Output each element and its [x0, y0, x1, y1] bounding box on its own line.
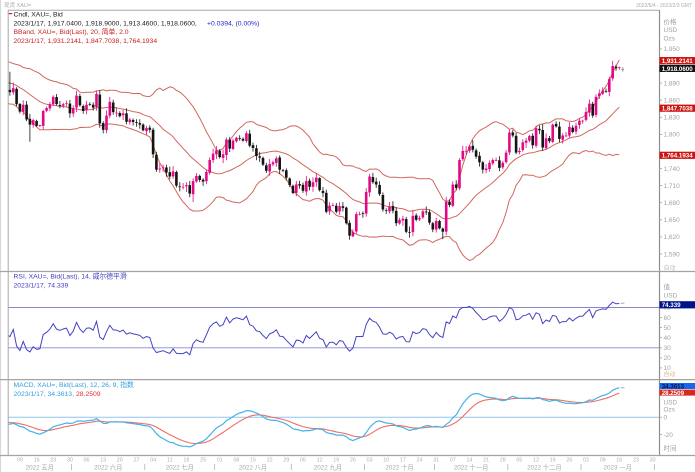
svg-text:1,650: 1,650 — [664, 217, 681, 224]
svg-text:1,860: 1,860 — [664, 98, 681, 105]
svg-text:03: 03 — [367, 458, 373, 464]
svg-text:19: 19 — [333, 458, 339, 464]
svg-text:12: 12 — [317, 458, 323, 464]
svg-text:1,918.0600: 1,918.0600 — [662, 66, 694, 73]
svg-text:74.339: 74.339 — [662, 302, 681, 309]
svg-text:16: 16 — [616, 458, 622, 464]
svg-text:Cndl, XAU=, Bid: Cndl, XAU=, Bid — [14, 12, 64, 19]
svg-text:MACD, XAU=, Bid(Last), 12, 26,: MACD, XAU=, Bid(Last), 12, 26, 9, 指数 — [14, 380, 135, 389]
svg-text:40: 40 — [664, 335, 672, 342]
svg-text:09: 09 — [17, 458, 23, 464]
svg-text:22: 22 — [267, 458, 273, 464]
svg-text:13: 13 — [100, 458, 106, 464]
svg-text:USD: USD — [664, 293, 678, 300]
svg-text:1,740: 1,740 — [664, 166, 681, 173]
svg-text:2022 七月: 2022 七月 — [166, 463, 194, 472]
svg-text:1,931.2141: 1,931.2141 — [662, 58, 694, 65]
svg-text:20: 20 — [117, 458, 123, 464]
svg-text:2023/1/17, 1,917.0400, 1,918.9: 2023/1/17, 1,917.0400, 1,918.9000, 1,913… — [14, 20, 197, 27]
svg-text:2022 十月: 2022 十月 — [385, 463, 413, 472]
svg-text:17: 17 — [400, 458, 406, 464]
svg-text:30: 30 — [650, 458, 656, 464]
svg-text:20: 20 — [664, 355, 672, 362]
svg-text:26: 26 — [350, 458, 356, 464]
svg-text:31: 31 — [433, 458, 439, 464]
svg-text:21: 21 — [483, 458, 489, 464]
svg-text:1,830: 1,830 — [664, 115, 681, 122]
svg-text:Ozs: Ozs — [664, 407, 676, 414]
svg-text:自动: 自动 — [664, 371, 676, 379]
svg-text:04: 04 — [150, 458, 156, 464]
svg-text:2022 六月: 2022 六月 — [94, 463, 122, 472]
svg-text:18: 18 — [183, 458, 189, 464]
svg-text:1,590: 1,590 — [664, 251, 681, 258]
svg-text:60: 60 — [664, 315, 672, 322]
svg-text:34.3613: 34.3613 — [662, 383, 685, 390]
svg-text:时间: 时间 — [664, 444, 677, 453]
svg-text:2022 九月: 2022 九月 — [314, 463, 342, 472]
svg-text:28: 28 — [500, 458, 506, 464]
svg-text:09: 09 — [600, 458, 606, 464]
svg-text:1,800: 1,800 — [664, 132, 681, 139]
svg-text:23: 23 — [633, 458, 639, 464]
svg-text:25: 25 — [200, 458, 206, 464]
svg-text:02: 02 — [583, 458, 589, 464]
svg-text:自动: 自动 — [664, 264, 676, 272]
svg-text:USD: USD — [664, 400, 678, 407]
svg-text:+0.0394, (0.00%): +0.0394, (0.00%) — [207, 20, 259, 27]
svg-text:BBand, XAU=, Bid(Last), 20, 简单: BBand, XAU=, Bid(Last), 20, 简单, 2.0 — [14, 27, 129, 36]
svg-text:值: 值 — [664, 282, 671, 291]
svg-text:27: 27 — [134, 458, 140, 464]
svg-text:14: 14 — [467, 458, 473, 464]
svg-text:1,764.1934: 1,764.1934 — [662, 153, 694, 160]
svg-text:0: 0 — [664, 415, 668, 422]
svg-text:28.2509: 28.2509 — [76, 391, 101, 398]
svg-text:2022 五月: 2022 五月 — [26, 464, 54, 472]
svg-text:28.2509: 28.2509 — [662, 390, 685, 397]
svg-text:-20: -20 — [664, 432, 674, 439]
svg-text:05: 05 — [300, 458, 306, 464]
svg-text:10: 10 — [664, 365, 672, 372]
svg-text:07: 07 — [450, 458, 456, 464]
svg-text:19: 19 — [550, 458, 556, 464]
svg-text:2023 一月: 2023 一月 — [604, 464, 632, 472]
svg-text:现货 XAU=: 现货 XAU= — [4, 1, 31, 9]
svg-text:2023/1/17, 74.339: 2023/1/17, 74.339 — [14, 283, 69, 290]
svg-text:USD: USD — [664, 27, 678, 34]
svg-text:2023/1/17, 34.3613,: 2023/1/17, 34.3613, — [14, 391, 75, 398]
svg-text:29: 29 — [283, 458, 289, 464]
svg-text:01: 01 — [217, 458, 223, 464]
svg-text:2022 八月: 2022 八月 — [239, 464, 267, 472]
svg-text:12: 12 — [533, 458, 539, 464]
svg-text:1,847.7038: 1,847.7038 — [662, 106, 694, 113]
svg-text:RSI, XAU=, Bid(Last), 14, 威尔德平: RSI, XAU=, Bid(Last), 14, 威尔德平滑 — [14, 272, 127, 281]
svg-text:23: 23 — [50, 458, 56, 464]
svg-text:06: 06 — [84, 458, 90, 464]
svg-text:2023/1/17, 1,931.2141, 1,847.7: 2023/1/17, 1,931.2141, 1,847.7038, 1,764… — [14, 38, 158, 45]
svg-text:30: 30 — [664, 345, 672, 352]
svg-text:1,890: 1,890 — [664, 80, 681, 87]
svg-text:10: 10 — [383, 458, 389, 464]
svg-text:08: 08 — [233, 458, 239, 464]
svg-text:26: 26 — [566, 458, 572, 464]
svg-text:1,620: 1,620 — [664, 234, 681, 241]
svg-text:05: 05 — [516, 458, 522, 464]
svg-text:24: 24 — [417, 458, 423, 464]
svg-text:2022/5/4 - 2023/2/3 GMT: 2022/5/4 - 2023/2/3 GMT — [636, 3, 692, 9]
svg-text:50: 50 — [664, 325, 672, 332]
svg-text:30: 30 — [67, 458, 73, 464]
svg-text:1,680: 1,680 — [664, 200, 681, 207]
svg-text:11: 11 — [167, 458, 173, 464]
svg-text:1,710: 1,710 — [664, 183, 681, 190]
svg-text:2022 十一月: 2022 十一月 — [454, 463, 489, 472]
svg-text:Ozs: Ozs — [664, 36, 676, 43]
svg-text:15: 15 — [250, 458, 256, 464]
svg-text:价格: 价格 — [664, 17, 678, 26]
svg-text:16: 16 — [34, 458, 40, 464]
svg-text:1,950: 1,950 — [664, 46, 681, 53]
svg-text:2022 十二月: 2022 十二月 — [527, 463, 562, 472]
